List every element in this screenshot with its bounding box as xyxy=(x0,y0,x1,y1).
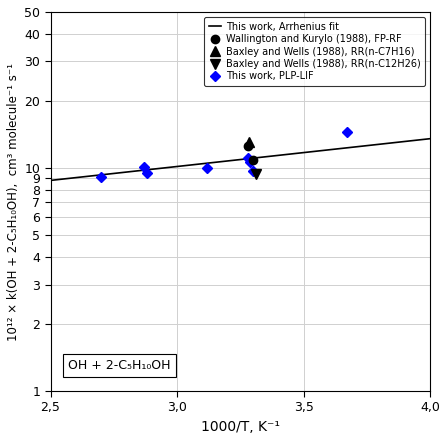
This work, PLP-LIF xyxy=(248,160,253,165)
This work, Arrhenius fit xyxy=(48,178,53,183)
X-axis label: 1000/T, K⁻¹: 1000/T, K⁻¹ xyxy=(201,420,280,434)
Legend: This work, Arrhenius fit, Wallington and Kurylo (1988), FP-RF, Baxley and Wells : This work, Arrhenius fit, Wallington and… xyxy=(204,17,425,86)
This work, Arrhenius fit xyxy=(368,142,373,148)
Y-axis label: 10¹² × k(OH + 2-C₅H₁₀OH),  cm³ molecule⁻¹ s⁻¹: 10¹² × k(OH + 2-C₅H₁₀OH), cm³ molecule⁻¹… xyxy=(7,63,20,340)
Wallington and Kurylo (1988), FP-RF xyxy=(245,143,251,148)
Text: OH + 2-C₅H₁₀OH: OH + 2-C₅H₁₀OH xyxy=(68,359,171,373)
This work, PLP-LIF xyxy=(245,155,251,161)
This work, PLP-LIF xyxy=(344,129,349,135)
This work, PLP-LIF xyxy=(144,170,149,176)
This work, Arrhenius fit xyxy=(427,136,433,141)
Line: This work, Arrhenius fit: This work, Arrhenius fit xyxy=(51,138,430,180)
This work, PLP-LIF xyxy=(142,164,147,170)
Line: Wallington and Kurylo (1988), FP-RF: Wallington and Kurylo (1988), FP-RF xyxy=(244,142,257,164)
This work, Arrhenius fit xyxy=(392,140,397,145)
This work, PLP-LIF xyxy=(250,168,256,173)
This work, PLP-LIF xyxy=(205,165,210,171)
Wallington and Kurylo (1988), FP-RF xyxy=(250,158,256,163)
This work, Arrhenius fit xyxy=(280,152,286,157)
This work, Arrhenius fit xyxy=(273,153,278,158)
This work, Arrhenius fit xyxy=(274,153,279,158)
Line: This work, PLP-LIF: This work, PLP-LIF xyxy=(97,128,350,180)
This work, Arrhenius fit xyxy=(49,178,55,183)
This work, PLP-LIF xyxy=(98,175,104,180)
